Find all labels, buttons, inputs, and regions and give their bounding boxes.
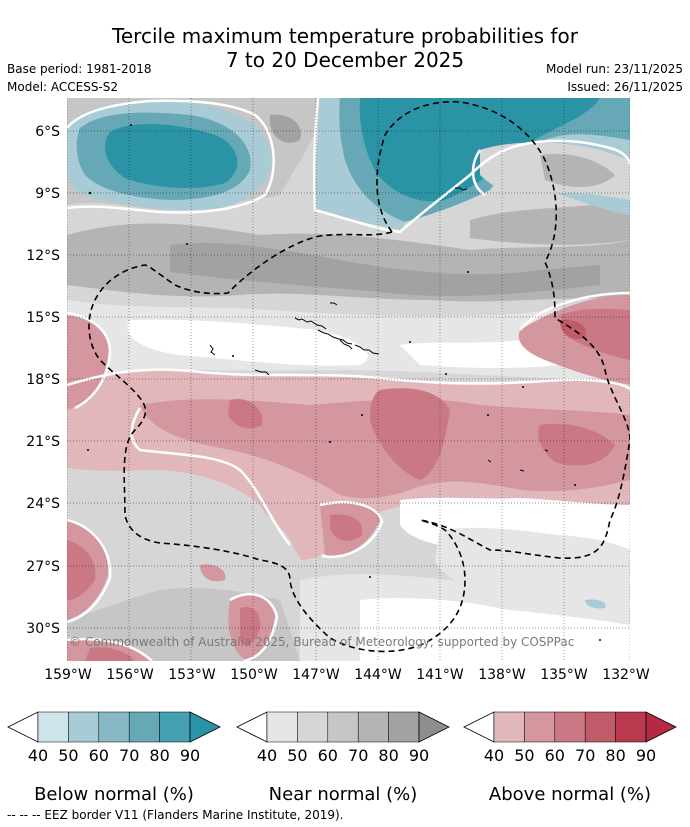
- lon-label: 132°W: [602, 667, 650, 683]
- lon-label: 150°W: [230, 667, 278, 683]
- eez-footnote: -- -- -- EEZ border V11 (Flanders Marine…: [7, 808, 344, 822]
- colorbar-segment: [645, 711, 677, 743]
- colorbar-tick: 60: [89, 746, 109, 765]
- colorbar-segment: [524, 711, 556, 743]
- lat-label: 9°S: [35, 186, 60, 202]
- colorbar-tick: 70: [348, 746, 368, 765]
- colorbar-segment: [236, 711, 268, 743]
- lon-label: 135°W: [540, 667, 588, 683]
- lat-label: 24°S: [26, 496, 60, 512]
- colorbar-tick: 50: [287, 746, 307, 765]
- colorbar-tick: 90: [636, 746, 656, 765]
- model-name: Model: ACCESS-S2: [7, 80, 119, 94]
- colorbar-below: 40 50 60 70 80 90 Below normal (%): [7, 711, 221, 805]
- colorbar-segment: [615, 711, 647, 743]
- model-run: Model run: 23/11/2025: [545, 62, 683, 76]
- colorbar-tick: 50: [58, 746, 78, 765]
- title-line-1: Tercile maximum temperature probabilitie…: [112, 24, 578, 48]
- copyright-note: © Commonwealth of Australia 2025, Bureau…: [69, 635, 574, 649]
- colorbar-segment: [584, 711, 616, 743]
- lat-label: 15°S: [26, 310, 60, 326]
- colorbar-tick: 80: [605, 746, 625, 765]
- lon-label: 153°W: [168, 667, 216, 683]
- colorbar-tick: 70: [119, 746, 139, 765]
- colorbar-segment: [98, 711, 130, 743]
- colorbar-tick: 90: [409, 746, 429, 765]
- colorbar-segment: [418, 711, 450, 743]
- colorbar-segment: [68, 711, 100, 743]
- lon-label: 141°W: [416, 667, 464, 683]
- title-line-2: 7 to 20 December 2025: [225, 48, 465, 72]
- colorbar-segment: [493, 711, 525, 743]
- colorbar-segment: [327, 711, 359, 743]
- colorbar-segment: [388, 711, 420, 743]
- lon-label: 144°W: [354, 667, 402, 683]
- longitude-labels: 159°W 156°W 153°W 150°W 147°W 144°W 141°…: [44, 667, 650, 683]
- colorbar-tick: 90: [180, 746, 200, 765]
- colorbar-near: 40 50 60 70 80 90 Near normal (%): [236, 711, 450, 805]
- lat-label: 18°S: [26, 372, 60, 388]
- lon-label: 159°W: [44, 667, 92, 683]
- colorbar-tick: 40: [28, 746, 48, 765]
- colorbar-label: Above normal (%): [489, 784, 651, 805]
- lat-label: 27°S: [26, 559, 60, 575]
- lon-label: 156°W: [106, 667, 154, 683]
- graticule: [67, 98, 630, 661]
- colorbar-tick: 60: [318, 746, 338, 765]
- colorbar-segment: [266, 711, 298, 743]
- colorbar-segment: [159, 711, 191, 743]
- colorbar-tick: 70: [575, 746, 595, 765]
- colorbar-segment: [37, 711, 69, 743]
- colorbar-legends: 40 50 60 70 80 90 Below normal (%) 40 50 60 70 80 90…: [7, 711, 677, 805]
- colorbar-tick: 40: [257, 746, 277, 765]
- colorbar-segment: [7, 711, 39, 743]
- lat-label: 12°S: [26, 248, 60, 264]
- colorbar-segment: [463, 711, 495, 743]
- colorbar-segment: [189, 711, 221, 743]
- colorbar-label: Near normal (%): [269, 784, 418, 805]
- chart-title: Tercile maximum temperature probabilitie…: [0, 24, 690, 72]
- colorbar-segment: [554, 711, 586, 743]
- colorbar-tick: 60: [545, 746, 565, 765]
- lat-label: 30°S: [26, 621, 60, 637]
- colorbar-segment: [357, 711, 389, 743]
- lat-label: 6°S: [35, 124, 60, 140]
- colorbar-tick: 40: [484, 746, 504, 765]
- meta-left: Base period: 1981-2018 Model: ACCESS-S2: [7, 60, 152, 96]
- colorbar-above: 40 50 60 70 80 90 Above normal (%): [463, 711, 677, 805]
- lon-label: 147°W: [292, 667, 340, 683]
- map-field: © Commonwealth of Australia 2025, Bureau…: [67, 98, 630, 661]
- issued-date: Issued: 26/11/2025: [567, 80, 683, 94]
- meta-right: Model run: 23/11/2025 Issued: 26/11/2025: [546, 60, 683, 96]
- colorbar-segment: [297, 711, 329, 743]
- base-period: Base period: 1981-2018: [7, 62, 152, 76]
- latitude-labels: 6°S 9°S 12°S 15°S 18°S 21°S 24°S 27°S 30…: [26, 124, 60, 637]
- colorbar-segment: [128, 711, 160, 743]
- colorbar-tick: 80: [378, 746, 398, 765]
- lat-label: 21°S: [26, 434, 60, 450]
- colorbar-tick: 80: [149, 746, 169, 765]
- lon-label: 138°W: [478, 667, 526, 683]
- colorbar-tick: 50: [514, 746, 534, 765]
- colorbar-label: Below normal (%): [34, 784, 194, 805]
